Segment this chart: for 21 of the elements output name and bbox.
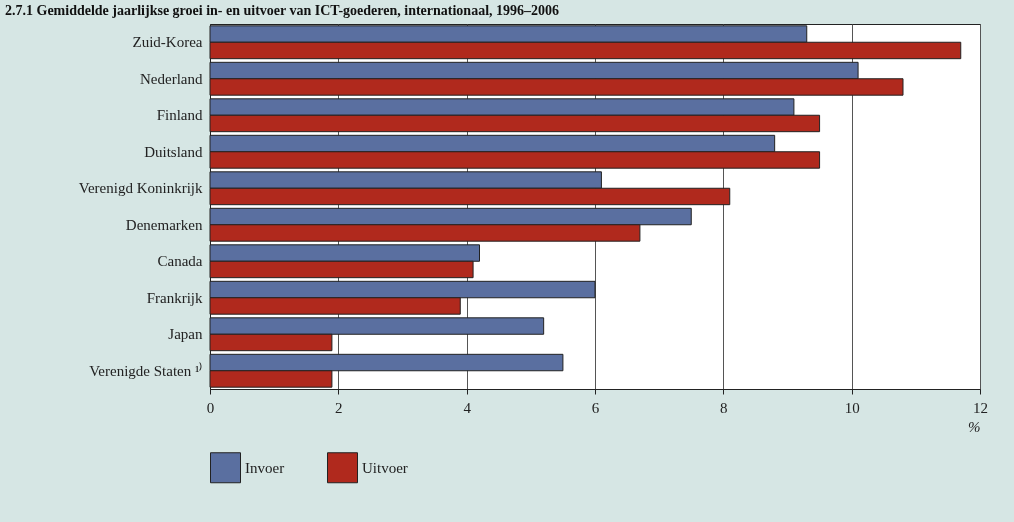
y-tick-label: Verenigde Staten ¹⁾ [89,361,203,379]
x-tick-label: 0 [206,399,215,416]
y-tick-label: Frankrijk [146,289,203,306]
chart-title: 2.7.1 Gemiddelde jaarlijkse groei in- en uitvoer van ICT-goederen, internationaal, 1996–2006 [5,3,560,18]
y-tick-label: Zuid-Korea [132,34,203,51]
y-tick-label: Nederland [140,70,203,87]
x-axis-title: % [968,418,981,435]
y-tick-label: Denemarken [125,216,203,233]
y-tick-label: Finland [156,107,203,124]
x-tick-label: 12 [973,399,988,416]
x-tick-label: 6 [591,399,600,416]
legend-label: Uitvoer [362,459,408,476]
y-tick-label: Verenigd Koninkrijk [78,180,203,197]
y-tick-label: Canada [157,253,203,270]
x-tick-label: 2 [335,399,343,416]
x-tick-label: 10 [844,399,860,416]
y-tick-label: Japan [168,326,203,343]
legend-label: Invoer [245,459,285,476]
y-tick-label: Duitsland [144,143,203,160]
x-tick-label: 8 [720,399,728,416]
x-tick-label: 4 [463,399,472,416]
